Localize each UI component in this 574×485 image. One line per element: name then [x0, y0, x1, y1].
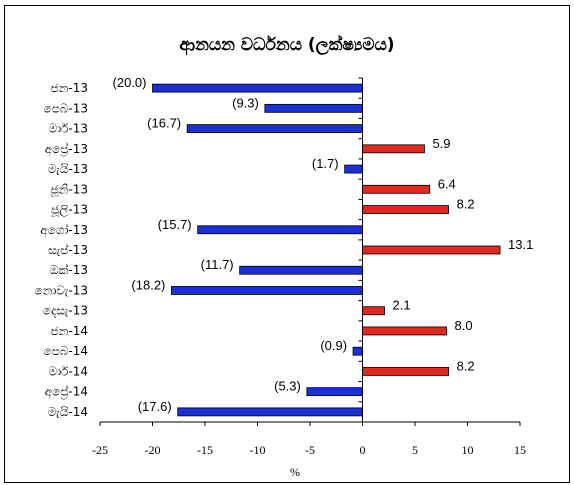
- category-label: පෙබ-14: [44, 344, 88, 358]
- bar: [362, 205, 449, 214]
- data-label: (20.0): [113, 75, 147, 90]
- bar: [362, 144, 425, 154]
- category-label: අගෝ-13: [40, 223, 88, 238]
- bar: [152, 83, 363, 93]
- data-label: (15.7): [158, 217, 192, 232]
- category-label: අප්‍රේ-14: [45, 385, 88, 400]
- bar: [177, 407, 363, 417]
- category-label: ඔක්-13: [50, 263, 88, 277]
- category-label: මැයි-13: [48, 162, 88, 176]
- category-label: ජන-13: [51, 81, 88, 95]
- x-tick-label: -15: [197, 443, 213, 457]
- bar: [362, 184, 431, 194]
- data-label: 8.2: [457, 197, 475, 212]
- x-axis-title: %: [290, 465, 300, 479]
- data-label: 5.9: [432, 136, 450, 151]
- bar: [362, 306, 385, 316]
- category-label: ජූනි-13: [51, 182, 88, 197]
- category-label: මාර්-13: [49, 122, 88, 136]
- data-label: (11.7): [201, 257, 234, 272]
- data-label: (0.9): [320, 338, 347, 353]
- bar: [170, 286, 363, 295]
- bar: [264, 103, 363, 113]
- data-label: (17.6): [138, 399, 172, 414]
- data-label: 8.0: [455, 318, 473, 333]
- data-label: (1.7): [312, 156, 339, 171]
- data-label: (16.7): [147, 116, 181, 131]
- category-label: මැයි-14: [48, 405, 88, 419]
- data-label: 2.1: [393, 298, 411, 313]
- x-tick-label: 0: [360, 443, 366, 457]
- bar: [352, 346, 363, 356]
- category-label: මාර්-14: [49, 364, 88, 378]
- bar: [306, 387, 363, 397]
- category-label: සැප්-13: [48, 243, 88, 257]
- x-tick-label: 5: [412, 443, 418, 457]
- category-label: නොවැ-13: [35, 283, 88, 297]
- bar: [362, 326, 447, 336]
- x-tick-label: 10: [462, 443, 474, 457]
- bar: [362, 245, 501, 255]
- data-label: (18.2): [131, 277, 165, 292]
- category-label: දෙසැ-13: [43, 304, 88, 318]
- category-label: ජන-14: [51, 324, 88, 338]
- x-tick-label: -20: [145, 443, 161, 457]
- bar: [186, 124, 363, 133]
- bar: [362, 367, 449, 376]
- data-label: (5.3): [274, 379, 301, 394]
- data-label: 6.4: [438, 176, 456, 191]
- x-tick-label: -25: [92, 443, 108, 457]
- data-label: (9.3): [232, 95, 259, 110]
- data-label: 13.1: [508, 237, 533, 252]
- data-label: 8.2: [457, 358, 475, 373]
- category-label: පෙබ-13: [44, 101, 88, 115]
- x-tick-label: -10: [250, 443, 266, 457]
- category-label: ජූලි-13: [51, 203, 88, 218]
- chart-title: ආනයන වර්ධනය (ලක්ෂ්‍යමය): [179, 34, 394, 56]
- x-tick-label: 15: [514, 443, 526, 457]
- category-label: අප්‍රේ-13: [45, 142, 88, 157]
- bar: [197, 225, 363, 235]
- x-tick-label: -5: [305, 443, 315, 457]
- bar: [344, 164, 363, 174]
- plot-area: ජන-13 (20.0) පෙබ-13 (9.3) මාර්-13 (16.7) අප්‍ර…: [35, 75, 534, 457]
- bar: [239, 265, 363, 275]
